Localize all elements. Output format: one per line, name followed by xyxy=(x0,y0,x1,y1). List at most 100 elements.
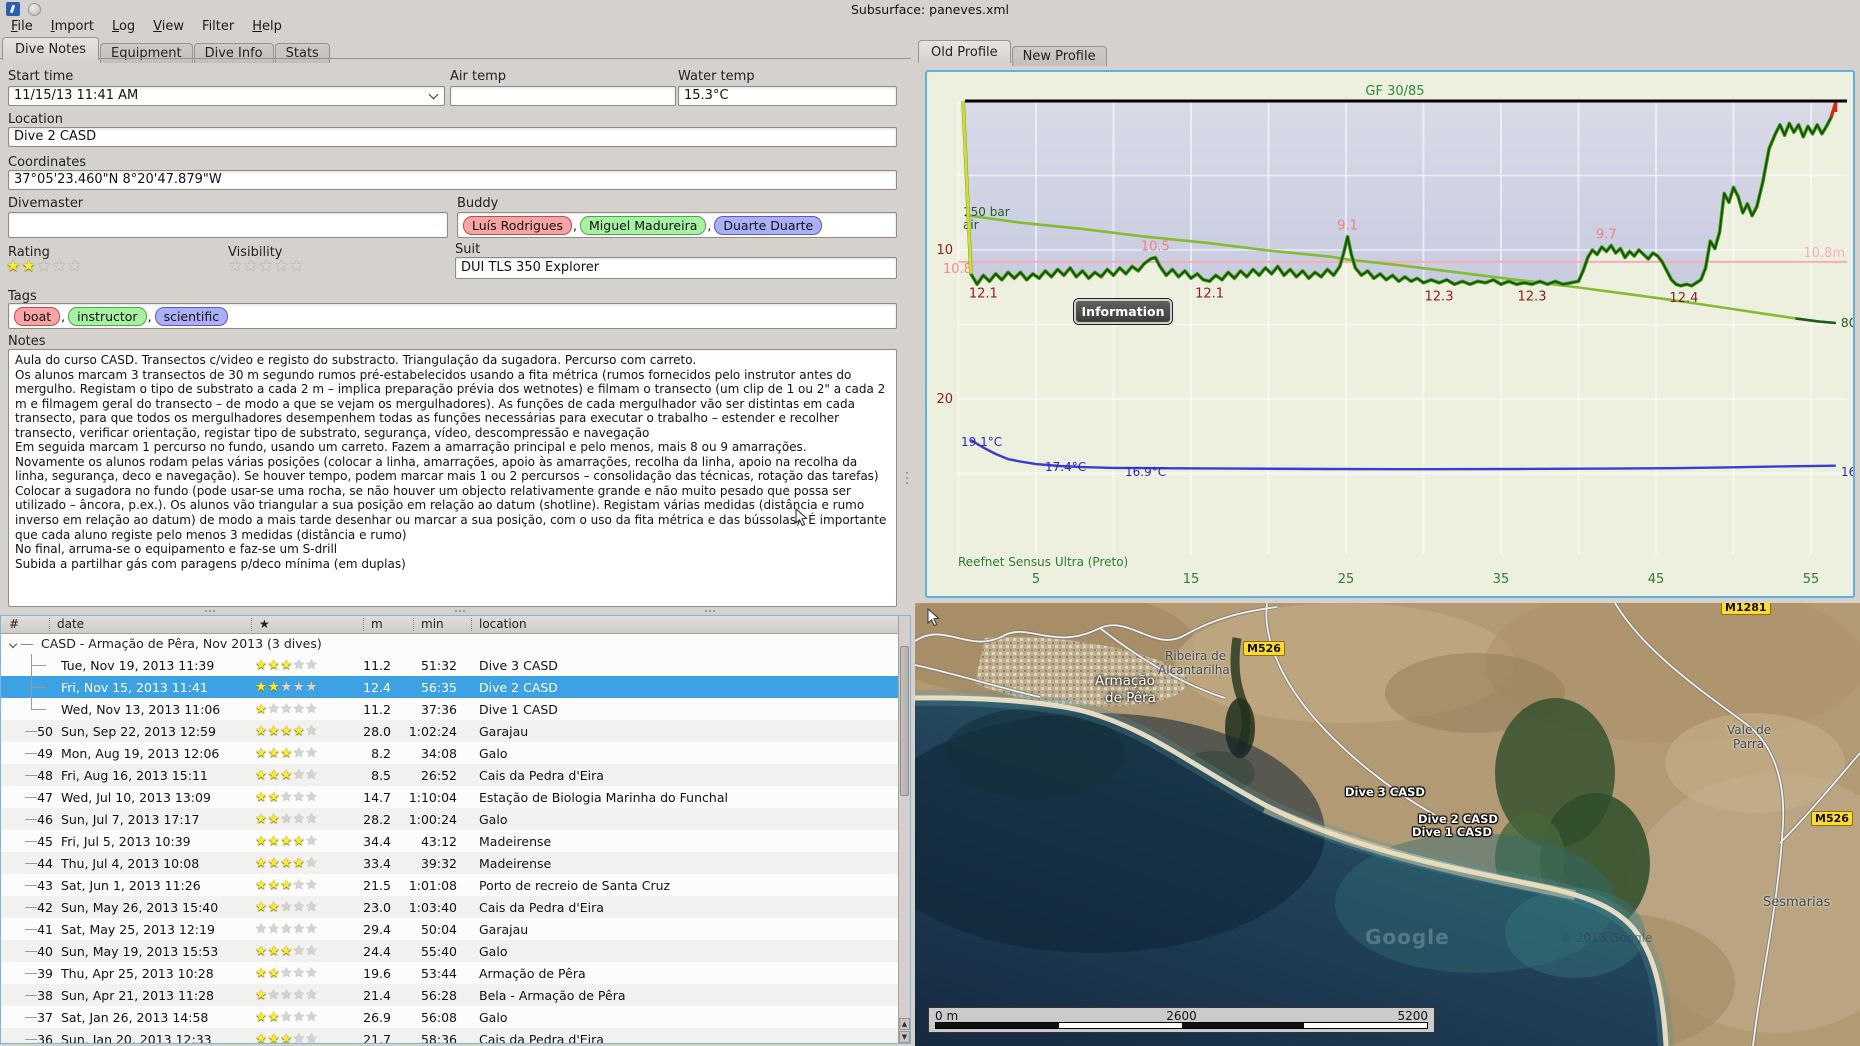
svg-text:12.1: 12.1 xyxy=(969,286,998,301)
water-temp-input[interactable]: 15.3°C xyxy=(678,86,897,106)
air-temp-input[interactable] xyxy=(450,86,676,106)
svg-text:17.4°C: 17.4°C xyxy=(1045,460,1086,474)
table-row[interactable]: 47 Wed, Jul 10, 2013 13:09 ★★★★★ 14.7 1:10:0… xyxy=(1,786,910,808)
column-header-5[interactable]: location xyxy=(479,617,527,631)
table-row[interactable]: Wed, Nov 13, 2013 11:06 ★★★★★ 11.2 37:36 Div… xyxy=(1,698,910,720)
tab-divider xyxy=(0,58,911,59)
table-row[interactable]: 46 Sun, Jul 7, 2013 17:17 ★★★★★ 28.2 1:00:24… xyxy=(1,808,910,830)
svg-text:80: 80 xyxy=(1841,315,1853,330)
air-temp-label: Air temp xyxy=(450,69,506,84)
coordinates-input[interactable]: 37°05'23.460"N 8°20'47.879"W xyxy=(8,170,897,190)
menu-file[interactable]: File xyxy=(11,19,33,34)
tab-new-profile[interactable]: New Profile xyxy=(1011,46,1107,66)
svg-text:12.3: 12.3 xyxy=(1425,289,1454,304)
table-row[interactable]: Tue, Nov 19, 2013 11:39 ★★★★★ 11.2 51:32 Div… xyxy=(1,654,910,676)
suit-input[interactable]: DUI TLS 350 Explorer xyxy=(455,257,897,279)
pill-boat[interactable]: boat xyxy=(14,307,61,326)
road-badge-m1281: M1281 xyxy=(1721,603,1771,615)
table-row[interactable]: 38 Sun, Apr 21, 2013 11:28 ★★★★★ 21.4 56:28 B… xyxy=(1,984,910,1006)
table-row[interactable]: 40 Sun, May 19, 2013 15:53 ★★★★★ 24.4 55:40 G… xyxy=(1,940,910,962)
pill-separator: , xyxy=(61,309,66,324)
column-header-4[interactable]: min xyxy=(421,617,444,631)
scale-max: 5200 xyxy=(1397,1009,1428,1023)
svg-text:10: 10 xyxy=(936,243,953,258)
menu-filter[interactable]: Filter xyxy=(202,19,235,34)
visibility-stars[interactable]: ★★★★★ xyxy=(228,256,305,275)
tags-input[interactable]: boat, instructor, scientific xyxy=(8,303,897,329)
start-time-label: Start time xyxy=(8,69,74,84)
tab-old-profile[interactable]: Old Profile xyxy=(918,40,1011,63)
menu-help[interactable]: Help xyxy=(252,19,282,34)
map-label-sesmarias: Sesmarias xyxy=(1763,895,1831,910)
left-tab-bar: Dive Notes Equipment Dive Info Stats xyxy=(2,37,331,63)
menu-import[interactable]: Import xyxy=(50,19,94,34)
tab-equipment[interactable]: Equipment xyxy=(100,43,193,63)
scale-zero: 0 m xyxy=(935,1009,959,1023)
menu-view[interactable]: View xyxy=(153,19,185,34)
location-input[interactable]: Dive 2 CASD xyxy=(8,127,897,147)
road-badge-m526-b: M526 xyxy=(1811,811,1853,826)
table-row[interactable]: 49 Mon, Aug 19, 2013 12:06 ★★★★★ 8.2 34:08 Ga… xyxy=(1,742,910,764)
app-icon xyxy=(6,2,20,16)
pill-instructor[interactable]: instructor xyxy=(68,307,147,326)
buddy-input[interactable]: Luís Rodrigues, Miguel Madureira, Duarte D… xyxy=(457,212,897,238)
table-row[interactable]: 43 Sat, Jun 1, 2013 11:26 ★★★★★ 21.5 1:01:08… xyxy=(1,874,910,896)
tab-dive-info[interactable]: Dive Info xyxy=(193,43,274,63)
column-header-1[interactable]: date xyxy=(57,617,85,631)
notes-textarea[interactable]: Aula do curso CASD. Transectos c/video e… xyxy=(8,349,897,607)
table-row[interactable]: 48 Fri, Aug 16, 2013 15:11 ★★★★★ 8.5 26:52 Ca… xyxy=(1,764,910,786)
scale-mid: 2600 xyxy=(1166,1009,1197,1023)
divemaster-label: Divemaster xyxy=(8,196,84,211)
table-header[interactable]: # date ★ m min location xyxy=(1,616,910,634)
scroll-up-icon[interactable]: ▲ xyxy=(899,1018,910,1030)
pill-luís-rodrigues[interactable]: Luís Rodrigues xyxy=(463,216,573,235)
map-label-armacao-2: de Pêra xyxy=(1105,690,1156,706)
table-row[interactable]: 41 Sat, May 25, 2013 12:19 ★★★★★ 29.4 50:04 G… xyxy=(1,918,910,940)
collapse-caret-icon[interactable] xyxy=(8,639,18,649)
information-button[interactable]: Information xyxy=(1074,299,1172,324)
menu-log[interactable]: Log xyxy=(111,19,136,34)
notes-label: Notes xyxy=(8,334,46,349)
rating-stars[interactable]: ★★★★★ xyxy=(6,256,83,275)
map-label-ribeira-2: Alcantarilha xyxy=(1158,663,1230,677)
column-header-0[interactable]: # xyxy=(9,617,20,631)
svg-text:35: 35 xyxy=(1493,572,1510,587)
table-row[interactable]: 36 Sun, Jan 20, 2013 12:33 ★★★★★ 21.7 58:36 C… xyxy=(1,1028,910,1043)
table-row[interactable]: 45 Fri, Jul 5, 2013 10:39 ★★★★★ 34.4 43:12 Ma… xyxy=(1,830,910,852)
map-scale-bar: 0 m 2600 5200 xyxy=(928,1007,1435,1033)
suit-label: Suit xyxy=(455,242,481,257)
trip-row[interactable]: CASD - Armação de Pêra, Nov 2013 (3 dive… xyxy=(1,634,910,654)
pill-scientific[interactable]: scientific xyxy=(154,307,229,326)
column-header-3[interactable]: m xyxy=(371,617,383,631)
pill-duarte-duarte[interactable]: Duarte Duarte xyxy=(714,216,823,235)
start-time-input[interactable]: 11/15/13 11:41 AM xyxy=(8,86,445,106)
table-row[interactable]: 39 Thu, Apr 25, 2013 10:28 ★★★★★ 19.6 53:44 A… xyxy=(1,962,910,984)
tab-stats[interactable]: Stats xyxy=(274,43,330,63)
table-row[interactable]: 50 Sun, Sep 22, 2013 12:59 ★★★★★ 28.0 1:02:2… xyxy=(1,720,910,742)
table-scrollbar[interactable]: ▲ ▼ xyxy=(898,616,910,1043)
pill-miguel-madureira[interactable]: Miguel Madureira xyxy=(580,216,707,235)
tab-dive-notes[interactable]: Dive Notes xyxy=(2,37,99,60)
table-row[interactable]: 37 Sat, Jan 26, 2013 14:58 ★★★★★ 26.9 56:08 G… xyxy=(1,1006,910,1028)
column-header-2[interactable]: ★ xyxy=(259,617,270,631)
map-label-armacao-1: Armação xyxy=(1095,673,1155,689)
map-canvas[interactable]: Armação de Pêra Ribeira de Alcantarilha … xyxy=(915,603,1860,1046)
map-dive-site-3[interactable]: Dive 3 CASD xyxy=(1345,785,1425,799)
map-dive-site-2[interactable]: Dive 2 CASD xyxy=(1418,812,1498,826)
scrollbar-thumb[interactable] xyxy=(900,646,909,796)
svg-text:9.1: 9.1 xyxy=(1337,219,1358,234)
svg-text:45: 45 xyxy=(1648,572,1665,587)
svg-text:25: 25 xyxy=(1338,572,1355,587)
map-dive-site-1[interactable]: Dive 1 CASD xyxy=(1412,825,1492,839)
window-button[interactable] xyxy=(28,3,41,16)
divemaster-input[interactable] xyxy=(8,212,448,238)
titlebar: Subsurface: paneves.xml xyxy=(0,0,1860,18)
scroll-down-icon[interactable]: ▼ xyxy=(899,1031,910,1043)
scale-segments xyxy=(935,1022,1428,1029)
svg-text:10.8: 10.8 xyxy=(943,262,972,277)
table-row[interactable]: Fri, Nov 15, 2013 11:41 ★★★★★ 12.4 56:35 Div… xyxy=(1,676,910,698)
table-row[interactable]: 44 Thu, Jul 4, 2013 10:08 ★★★★★ 33.4 39:32 Ma… xyxy=(1,852,910,874)
table-row[interactable]: 42 Sun, May 26, 2013 15:40 ★★★★★ 23.0 1:03:4… xyxy=(1,896,910,918)
